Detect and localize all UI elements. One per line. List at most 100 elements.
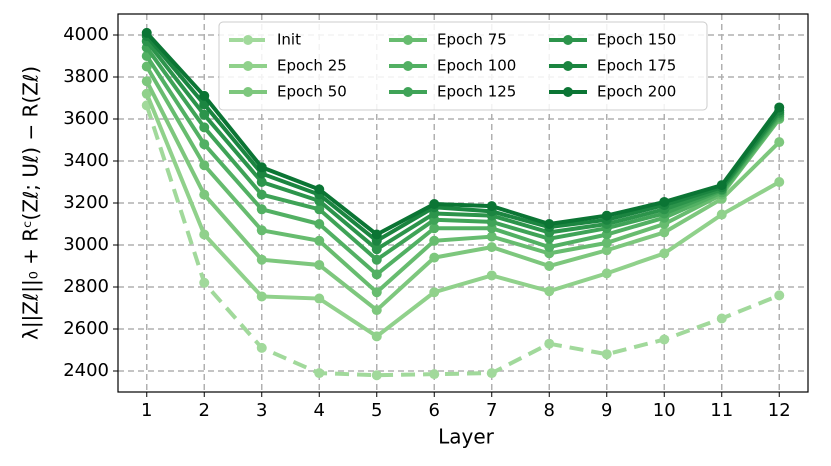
point [256,162,267,173]
point [256,189,267,200]
point [544,286,555,297]
point [544,242,555,253]
point [314,368,325,379]
point [544,338,555,349]
x-tick-label: 1 [141,400,152,421]
x-tick-label: 8 [544,400,555,421]
point [716,209,727,220]
point [659,196,670,207]
point [199,160,210,171]
point [486,368,497,379]
point [659,334,670,345]
point [199,109,210,120]
point [371,229,382,240]
legend-marker [243,61,253,71]
point [601,268,612,279]
point [314,184,325,195]
legend-label: Epoch 200 [597,83,676,101]
point [601,349,612,360]
x-tick-label: 4 [314,400,325,421]
point [371,254,382,265]
x-tick-label: 2 [199,400,210,421]
point [659,248,670,259]
point [371,370,382,381]
legend-label: Epoch 25 [277,57,347,75]
point [314,235,325,246]
legend-marker [563,87,573,97]
y-tick-label: 4000 [63,24,109,45]
point [256,225,267,236]
y-tick-label: 2600 [63,318,109,339]
point [601,245,612,256]
y-tick-label: 3600 [63,108,109,129]
series-line [145,31,781,237]
plot-frame [117,13,809,393]
legend-label: Init [277,31,301,49]
x-tick-label: 11 [710,400,733,421]
y-axis-label: λ||Zℓ||₀ + Rᶜ(Zℓ; Uℓ) − R(Zℓ) [19,66,43,340]
point [429,235,440,246]
point [256,254,267,265]
point [601,237,612,248]
legend-marker [563,35,573,45]
y-tick-label: 3800 [63,66,109,87]
point [371,331,382,342]
legend-marker [403,35,413,45]
point [256,291,267,302]
x-tick-label: 12 [768,400,791,421]
y-tick-label: 2400 [63,360,109,381]
point [371,287,382,298]
point [429,287,440,298]
legend-label: Epoch 100 [437,57,516,75]
point [774,290,785,301]
point [314,219,325,229]
point [544,219,555,229]
x-tick-label: 5 [371,400,382,421]
point [256,342,267,353]
point [199,277,210,288]
legend: Init Epoch 25 Epoch 50 Epoch 75 Epoch 100 Epo… [218,21,708,111]
x-axis-label: Layer [438,425,495,449]
y-tick-label: 3400 [63,150,109,171]
series-line [144,80,781,313]
point [199,229,210,240]
point [716,180,727,191]
series-line [144,93,781,339]
point [486,201,497,212]
x-tick-label: 6 [429,400,440,421]
point [774,177,785,187]
point [199,189,210,200]
x-tick-label: 10 [653,400,676,421]
legend-marker [243,35,253,45]
point [486,231,497,242]
point [429,223,440,234]
series-line [145,65,781,295]
legend-marker [403,87,413,97]
point [199,139,210,150]
point [774,137,785,148]
legend-box [218,21,708,111]
point [314,293,325,304]
point [256,204,267,215]
legend-label: Epoch 150 [597,31,676,49]
series-line [145,54,781,278]
point [199,90,210,101]
point [199,122,210,133]
series-line [145,40,781,252]
series-line [145,34,781,244]
point [486,270,497,281]
y-tick-label: 3000 [63,234,109,255]
point [371,269,382,280]
series-line [145,46,781,263]
point [314,204,325,215]
y-tick-label: 3200 [63,192,109,213]
point [774,102,785,113]
legend-marker [403,61,413,71]
legend-marker [563,61,573,71]
point [716,313,727,324]
legend-label: Epoch 175 [597,57,676,75]
point [486,242,497,253]
point [659,227,670,238]
legend-label: Epoch 75 [437,31,507,49]
point [371,305,382,316]
